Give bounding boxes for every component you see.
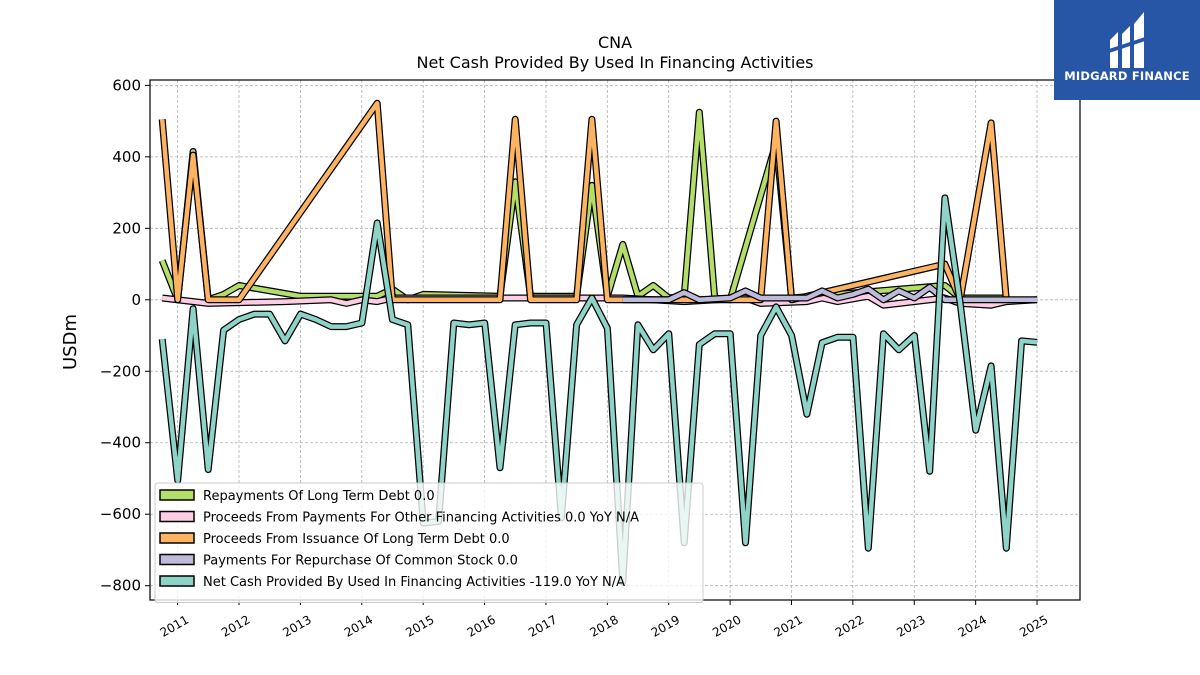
y-tick-label: −200 [100, 362, 141, 380]
legend-label-2: Proceeds From Payments For Other Financi… [203, 511, 639, 526]
chart-subtitle: Net Cash Provided By Used In Financing A… [416, 53, 813, 72]
y-axis-label: USDm [60, 314, 81, 370]
x-tick-label: 2022 [833, 612, 866, 639]
logo-text: MIDGARD FINANCE [1064, 69, 1190, 83]
x-tick-label: 2012 [219, 612, 252, 639]
x-tick-label: 2013 [280, 612, 313, 639]
legend-swatch-2 [159, 510, 195, 523]
y-tick-label: −800 [100, 577, 141, 595]
series-lines [158, 99, 1038, 586]
logo: MIDGARD FINANCE [1054, 0, 1200, 100]
y-tick-label: 400 [112, 148, 141, 166]
y-tick-label: −600 [100, 505, 141, 523]
x-tick-label: 2018 [587, 612, 620, 639]
legend-swatch-4 [159, 553, 195, 566]
series-line-4 [622, 285, 1038, 303]
x-tick-label: 2021 [772, 612, 805, 639]
legend-swatch-3 [159, 532, 195, 544]
y-tick-label: 600 [112, 76, 141, 94]
x-tick-label: 2023 [894, 612, 927, 639]
series-line-3 [159, 100, 1009, 303]
y-tick-label: 200 [112, 219, 141, 237]
legend-label-4: Payments For Repurchase Of Common Stock … [203, 554, 518, 569]
legend-label-5: Net Cash Provided By Used In Financing A… [203, 575, 625, 590]
legend: Repayments Of Long Term Debt 0.0 Proceeds… [154, 482, 704, 603]
chart-title: CNA [598, 33, 632, 52]
x-tick-label: 2025 [1017, 612, 1050, 639]
x-tick-label: 2011 [158, 612, 191, 639]
y-tick-label: 0 [131, 291, 141, 309]
legend-swatch-5 [159, 575, 195, 587]
legend-label-3: Proceeds From Issuance Of Long Term Debt… [203, 532, 510, 547]
y-tick-label: −400 [100, 434, 141, 452]
x-tick-label: 2024 [956, 612, 989, 639]
x-tick-label: 2019 [649, 612, 682, 639]
midgard-logo-icon [1106, 12, 1148, 68]
x-tick-label: 2015 [403, 612, 436, 639]
legend-swatch-1 [159, 489, 195, 501]
legend-label-1: Repayments Of Long Term Debt 0.0 [203, 489, 435, 504]
y-axis: −800 −600 −400 −200 0 200 400 600 [100, 76, 150, 595]
legend-box [154, 482, 704, 603]
x-tick-label: 2017 [526, 612, 559, 639]
series-line-5 [159, 195, 1038, 585]
x-tick-label: 2016 [465, 612, 498, 639]
x-tick-label: 2014 [342, 612, 375, 639]
x-axis: 2011 2012 2013 2014 2015 2016 2017 2018 2019 2020… [158, 600, 1051, 640]
x-tick-label: 2020 [710, 612, 743, 639]
